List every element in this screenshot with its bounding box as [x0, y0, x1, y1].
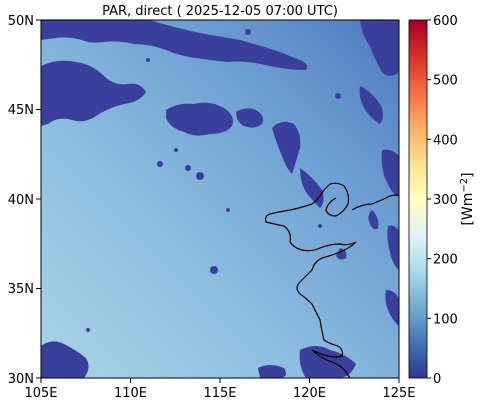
cloud-mask	[41, 20, 399, 378]
map-title: PAR, direct ( 2025-12-05 07:00 UTC)	[102, 4, 338, 19]
colorbar-tick-label: 500	[433, 74, 458, 89]
map-panel	[41, 20, 399, 378]
colorbar-tick-label: 600	[433, 14, 458, 29]
x-tick-label: 125E	[382, 386, 415, 401]
y-tick-label: 30N	[8, 372, 34, 387]
x-tick-label: 115E	[203, 386, 236, 401]
y-axis: 50N 45N 40N 35N 30N	[8, 14, 41, 387]
x-tick-label: 105E	[24, 386, 57, 401]
colorbar-gradient	[408, 19, 428, 379]
y-tick-label: 45N	[8, 103, 34, 118]
colorbar-label: [Wm−2]	[459, 172, 476, 225]
colorbar-tick-label: 100	[433, 312, 458, 327]
colorbar: 600 500 400 300 200 100 0 [Wm−2]	[408, 14, 476, 387]
coastline	[264, 182, 399, 378]
colorbar-tick-label: 200	[433, 253, 458, 268]
x-axis: 105E 110E 115E 120E 125E	[24, 378, 416, 401]
y-tick-label: 35N	[8, 282, 34, 297]
colorbar-tick-label: 400	[433, 133, 458, 148]
colorbar-tick-label: 0	[433, 372, 441, 387]
y-tick-label: 40N	[8, 193, 34, 208]
x-tick-label: 120E	[293, 386, 326, 401]
colorbar-tick-label: 300	[433, 193, 458, 208]
x-tick-label: 110E	[114, 386, 147, 401]
y-tick-label: 50N	[8, 14, 34, 29]
